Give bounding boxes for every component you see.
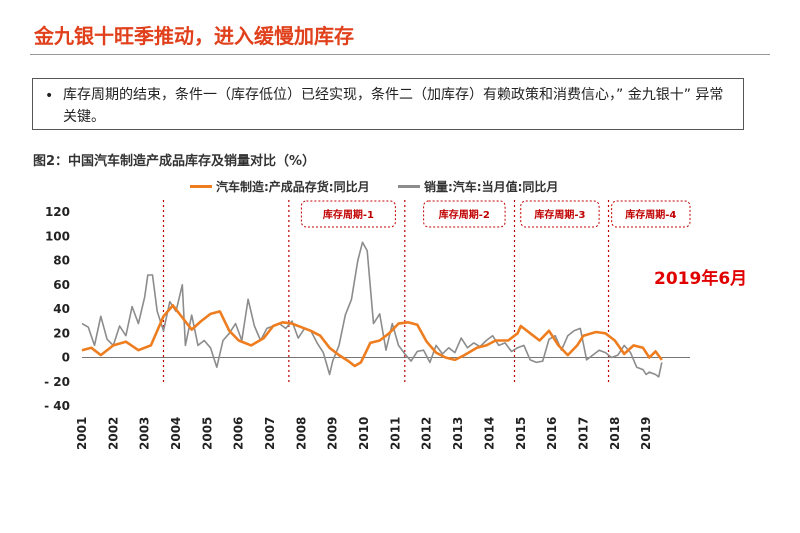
cycle-box-label: 库存周期-1 (323, 208, 374, 221)
x-tick-label: 2005 (200, 417, 214, 450)
x-tick-label: 2011 (388, 417, 402, 450)
cycle-box-label: 库存周期-2 (439, 208, 490, 221)
bullet-dot-icon: • (45, 88, 54, 104)
date-stamp: 2019年6月 (654, 269, 748, 289)
x-tick-label: 2006 (232, 417, 246, 450)
legend-item-inventory: 汽车制造:产成品存货:同比月 (190, 178, 370, 195)
x-tick-label: 2014 (482, 417, 496, 450)
cycle-box-label: 库存周期-4 (625, 208, 676, 221)
x-tick-label: 2001 (75, 417, 89, 450)
x-tick-label: 2003 (138, 417, 152, 450)
y-tick-label: 60 (53, 278, 70, 292)
y-tick-label: - 40 (44, 399, 70, 413)
legend-label-sales: 销量:汽车:当月值:同比月 (424, 180, 559, 194)
bullet-box: • 库存周期的结束，条件一（库存低位）已经实现，条件二（加库存）有赖政策和消费信… (32, 78, 744, 130)
series-line-sales (81, 241, 663, 378)
y-tick-label: 0 (62, 351, 70, 365)
bullet-text: 库存周期的结束，条件一（库存低位）已经实现，条件二（加库存）有赖政策和消费信心，… (63, 87, 724, 125)
x-tick-label: 2019 (639, 417, 653, 450)
legend-label-inventory: 汽车制造:产成品存货:同比月 (216, 180, 370, 194)
x-tick-label: 2012 (420, 417, 434, 450)
x-tick-label: 2008 (294, 417, 308, 450)
legend-item-sales: 销量:汽车:当月值:同比月 (398, 178, 558, 195)
figure-title: 图2：中国汽车制造产成品库存及销量对比（%） (33, 154, 316, 169)
x-tick-label: 2017 (576, 417, 590, 450)
x-tick-label: 2015 (514, 417, 528, 450)
cycle-box (520, 200, 600, 228)
y-tick-label: 20 (53, 326, 70, 340)
x-tick-label: 2016 (545, 417, 559, 450)
y-tick-label: 100 (45, 229, 70, 243)
x-tick-label: 2007 (263, 417, 277, 450)
x-tick-label: 2009 (326, 417, 340, 450)
legend-swatch-gray (398, 185, 420, 188)
y-tick-label: 120 (45, 205, 70, 219)
cycle-box (611, 200, 691, 228)
legend-swatch-orange (190, 185, 212, 188)
x-tick-label: 2004 (169, 417, 183, 450)
cycle-box (300, 200, 396, 228)
y-tick-label: 40 (53, 302, 70, 316)
series-line-inventory (81, 304, 663, 368)
y-tick-label: - 20 (44, 375, 70, 389)
title-divider (30, 54, 770, 55)
x-tick-label: 2013 (451, 417, 465, 450)
cycle-box (423, 200, 506, 228)
x-tick-label: 2018 (608, 417, 622, 450)
x-tick-label: 2010 (357, 417, 371, 450)
x-tick-label: 2002 (106, 417, 120, 450)
y-tick-label: 80 (53, 254, 70, 268)
cycle-box-label: 库存周期-3 (534, 208, 585, 221)
page-title: 金九银十旺季推动，进入缓慢加库存 (34, 24, 354, 48)
